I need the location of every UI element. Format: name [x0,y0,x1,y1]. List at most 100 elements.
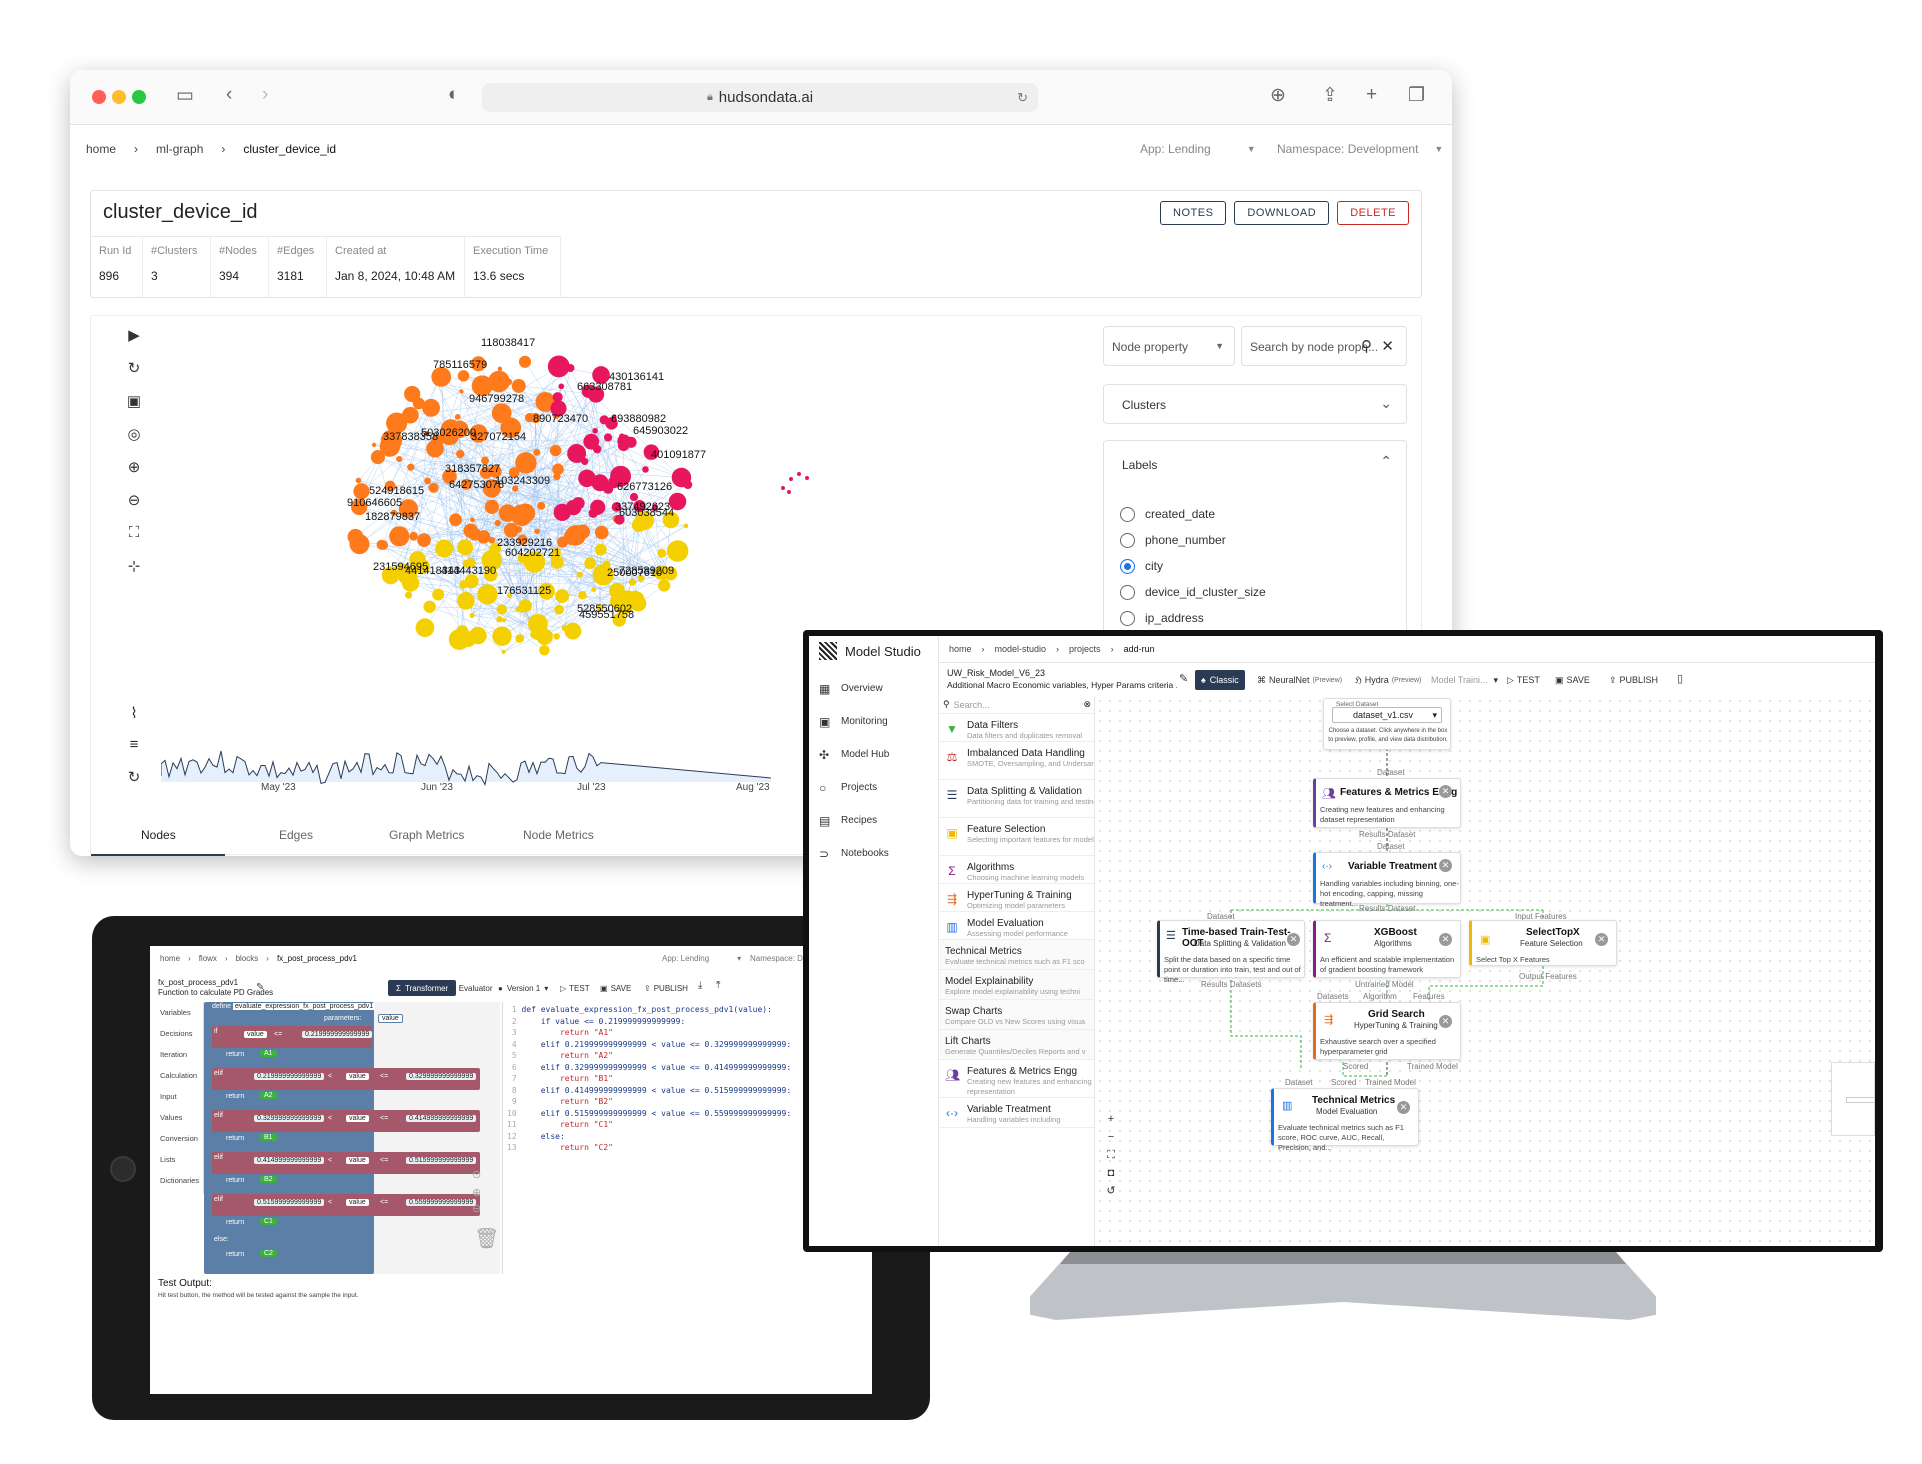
clear-icon[interactable]: ⊗ [1083,699,1091,709]
mode-classic[interactable]: ♠ Classic [1195,670,1245,690]
threshold-chip[interactable]: 0.559999999999999 [406,1199,477,1206]
tabs-overview-icon[interactable]: ❐ [1408,85,1426,106]
value-chip[interactable]: value [346,1199,369,1206]
notes-button[interactable]: NOTES [1160,201,1227,225]
palette-category[interactable]: ☰ Data Splitting & Validation Partitioning… [939,780,1094,818]
search-icon[interactable]: ⚲ [1361,338,1372,355]
threshold-chip[interactable]: 0.329999999999999 [406,1073,477,1080]
zoom-in-icon[interactable]: ⊕ [472,1187,482,1199]
value-chip[interactable]: value [346,1073,369,1080]
edit-icon[interactable]: ✎ [256,982,265,993]
app-select[interactable]: App: Lending ▾ [662,954,742,963]
palette-category[interactable]: ▼ Data Filters Data filters and duplicates… [939,714,1094,742]
minimize-window-button[interactable] [112,90,126,104]
crumb-home[interactable]: home [160,954,181,963]
zoom-in-icon[interactable]: ⊕ [127,459,141,476]
close-icon[interactable]: ✕ [1439,859,1452,872]
close-icon[interactable]: ✕ [1439,1015,1452,1028]
category-calculation[interactable]: Calculation [160,1071,198,1080]
close-icon[interactable]: ✕ [1397,1101,1410,1114]
namespace-select[interactable]: Namespace: Development ▼ [1277,142,1443,156]
app-select[interactable]: App: Lending ▼ [1140,142,1256,156]
blocks-workspace[interactable]: define evaluate_expression_fx_post_proce… [204,1002,500,1274]
forward-icon[interactable]: › [262,84,269,105]
tab-evaluator[interactable]: ⇉ Evaluator [448,983,493,993]
grade-string-chip[interactable]: B2 [260,1176,277,1183]
new-tab-icon[interactable]: + [1366,84,1378,105]
minimap[interactable] [1831,1062,1875,1136]
technical-metrics-node[interactable]: ▥ Technical Metrics Model Evaluation ✕ E… [1271,1088,1419,1152]
document-icon[interactable]: ▯ [1677,673,1684,685]
close-icon[interactable]: ✕ [1287,933,1300,946]
palette-category[interactable]: ⇶ HyperTuning & Training Optimizing model … [939,884,1094,912]
palette-category[interactable]: ▣ Feature Selection Selecting important fe… [939,818,1094,856]
zoom-out-icon[interactable]: ⊖ [472,1203,482,1215]
delete-button[interactable]: DELETE [1337,201,1409,225]
nav-recipes[interactable]: ▤ Recipes [819,813,878,828]
palette-component[interactable]: Technical Metrics Evaluate technical metr… [939,940,1094,970]
palette-category[interactable]: ⚖ Imbalanced Data Handling SMOTE, Oversamp… [939,742,1094,780]
category-decisions[interactable]: Decisions [160,1029,193,1038]
threshold-chip[interactable]: 0.515999999999999 [254,1199,325,1206]
generated-code[interactable]: 1 def evaluate_expression_fx_post_proces… [507,1004,791,1154]
palette-category[interactable]: Σ Algorithms Choosing machine learning mod… [939,856,1094,884]
category-lists[interactable]: Lists [160,1155,176,1164]
download-button[interactable]: DOWNLOAD [1234,201,1330,225]
zoom-in-icon[interactable]: + [1107,1113,1115,1125]
clear-icon[interactable]: ✕ [1381,338,1394,355]
threshold-chip[interactable]: 0.414999999999999 [406,1115,477,1122]
threshold-chip[interactable]: 0.329999999999999 [254,1115,325,1122]
palette-component[interactable]: Lift Charts Generate Quantiles/Deciles Re… [939,1030,1094,1060]
category-dictionaries[interactable]: Dictionaries [160,1176,200,1185]
maximize-window-button[interactable] [132,90,146,104]
edit-icon[interactable]: ✎ [1179,673,1189,685]
reset-icon[interactable]: ↻ [127,769,141,786]
mode-hydra[interactable]: ℌ Hydra (Preview) [1355,674,1422,686]
tab-edges[interactable]: Edges [279,828,314,842]
zoom-out-icon[interactable]: ⊖ [127,492,141,509]
close-icon[interactable]: ✕ [1439,933,1452,946]
tab-graph-metrics[interactable]: Graph Metrics [389,828,465,842]
save-icon[interactable]: ▣ [126,393,142,410]
trend-chart-icon[interactable]: ⌇ [130,705,138,722]
grade-string-chip[interactable]: B1 [260,1134,277,1141]
grid-search-node[interactable]: ⇶ Grid Search HyperTuning & Training ✕ E… [1313,1002,1461,1060]
back-icon[interactable]: ‹ [226,84,233,105]
tab-node-metrics[interactable]: Node Metrics [523,828,594,842]
save-button[interactable]: ▣ SAVE [600,983,632,993]
share-icon[interactable]: ⇪ [1322,85,1338,106]
variable-treatment-node[interactable]: ‹·› Variable Treatment ✕ Handling variab… [1313,852,1461,908]
threshold-chip[interactable]: 0.414999999999999 [254,1157,325,1164]
palette-component[interactable]: Swap Charts Compare OLD vs New Scores usi… [939,1000,1094,1030]
value-chip[interactable]: value [244,1031,267,1038]
shield-icon[interactable]: ◐ [448,84,460,105]
palette-category[interactable]: ▥ Model Evaluation Assessing model perform… [939,912,1094,940]
nav-projects[interactable]: ○ Projects [819,780,878,795]
label-option[interactable]: ip_address [1120,605,1266,631]
clusters-accordion[interactable]: Clusters ⌄ [1103,384,1407,424]
trash-icon[interactable]: 🗑︎ [474,1228,500,1250]
tab-nodes[interactable]: Nodes [141,828,176,842]
test-button[interactable]: ▷ TEST [1507,674,1540,686]
select-top-x-node[interactable]: ▣ SelectTopX Feature Selection ✕ Select … [1469,920,1617,966]
nav-monitoring[interactable]: ▣ Monitoring [819,714,888,729]
threshold-chip[interactable]: 0.219999999999999 [302,1031,373,1038]
close-icon[interactable]: ✕ [1595,933,1608,946]
threshold-chip[interactable]: 0.219999999999999 [254,1073,325,1080]
param-value-chip[interactable]: value [378,1014,403,1023]
lock-icon[interactable]: ◘ [1107,1167,1115,1179]
address-bar[interactable]: 🔒︎ hudsondata.ai ↻ [482,83,1038,112]
crumb-home[interactable]: home [86,142,117,156]
close-window-button[interactable] [92,90,106,104]
category-input[interactable]: Input [160,1092,177,1101]
menu-icon[interactable]: ≡ [129,736,139,753]
node-search-input[interactable]: Search by node prope... [1250,340,1379,354]
grade-string-chip[interactable]: A2 [260,1092,277,1099]
pipeline-canvas[interactable]: Select Dataset dataset_v1.csv ▾ Choose a … [1095,696,1875,1246]
label-option-selected[interactable]: city [1120,553,1266,579]
test-button[interactable]: ▷ TEST [560,983,590,993]
palette-component[interactable]: ‹·› Variable Treatment Handling variables … [939,1098,1094,1128]
recenter-icon[interactable]: ⊙ [472,1169,482,1181]
zoom-out-icon[interactable]: − [1107,1131,1115,1143]
